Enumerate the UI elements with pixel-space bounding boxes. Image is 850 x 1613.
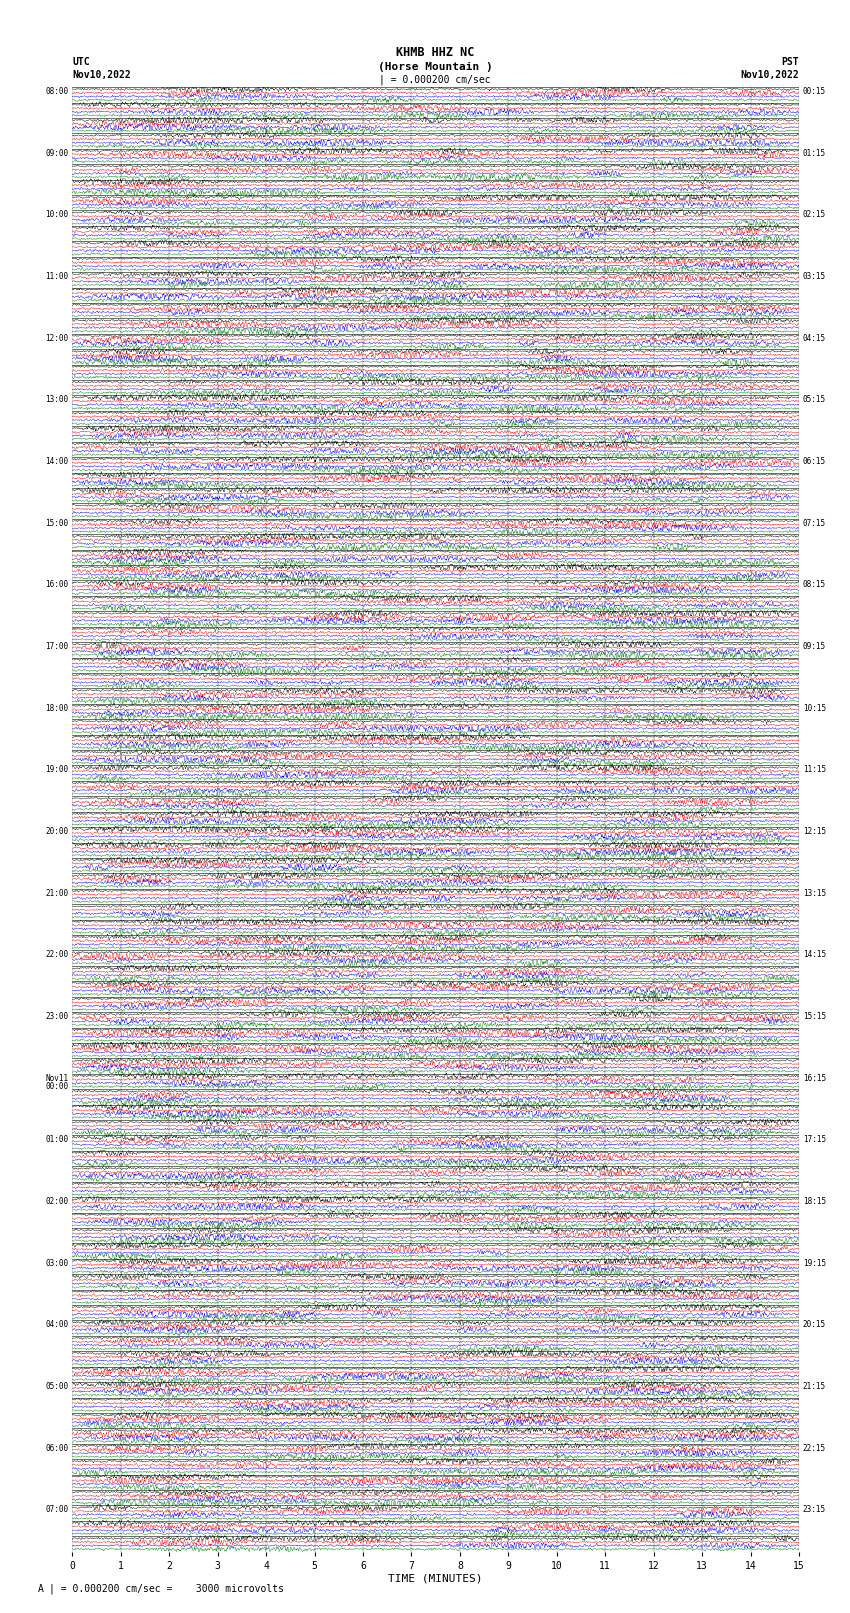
Text: 05:15: 05:15: [802, 395, 825, 405]
Text: 03:15: 03:15: [802, 273, 825, 281]
Text: 22:00: 22:00: [46, 950, 69, 960]
Text: 00:15: 00:15: [802, 87, 825, 97]
Text: 21:00: 21:00: [46, 889, 69, 898]
Text: (Horse Mountain ): (Horse Mountain ): [377, 61, 492, 71]
Text: 20:00: 20:00: [46, 827, 69, 836]
Text: UTC: UTC: [72, 56, 90, 66]
Text: 17:00: 17:00: [46, 642, 69, 652]
Text: 12:15: 12:15: [802, 827, 825, 836]
Text: 09:15: 09:15: [802, 642, 825, 652]
Text: 06:00: 06:00: [46, 1444, 69, 1453]
Text: 07:15: 07:15: [802, 519, 825, 527]
Text: 21:15: 21:15: [802, 1382, 825, 1390]
Text: 01:00: 01:00: [46, 1136, 69, 1145]
Text: 12:00: 12:00: [46, 334, 69, 344]
Text: Nov10,2022: Nov10,2022: [72, 69, 131, 79]
Text: 07:00: 07:00: [46, 1505, 69, 1515]
Text: 10:15: 10:15: [802, 703, 825, 713]
Text: 17:15: 17:15: [802, 1136, 825, 1145]
Text: 02:15: 02:15: [802, 210, 825, 219]
Text: 05:00: 05:00: [46, 1382, 69, 1390]
Text: 06:15: 06:15: [802, 456, 825, 466]
Text: 18:15: 18:15: [802, 1197, 825, 1207]
Text: Nov11
00:00: Nov11 00:00: [46, 1074, 69, 1090]
Text: 03:00: 03:00: [46, 1258, 69, 1268]
Text: 11:15: 11:15: [802, 766, 825, 774]
Text: 14:00: 14:00: [46, 456, 69, 466]
X-axis label: TIME (MINUTES): TIME (MINUTES): [388, 1574, 483, 1584]
Text: 01:15: 01:15: [802, 148, 825, 158]
Text: 08:00: 08:00: [46, 87, 69, 97]
Text: | = 0.000200 cm/sec =    3000 microvolts: | = 0.000200 cm/sec = 3000 microvolts: [49, 1582, 284, 1594]
Text: 23:15: 23:15: [802, 1505, 825, 1515]
Text: 19:00: 19:00: [46, 766, 69, 774]
Text: 14:15: 14:15: [802, 950, 825, 960]
Text: KHMB HHZ NC: KHMB HHZ NC: [396, 45, 474, 58]
Text: 13:15: 13:15: [802, 889, 825, 898]
Text: 11:00: 11:00: [46, 273, 69, 281]
Text: 09:00: 09:00: [46, 148, 69, 158]
Text: 20:15: 20:15: [802, 1321, 825, 1329]
Text: 08:15: 08:15: [802, 581, 825, 589]
Text: PST: PST: [781, 56, 799, 66]
Text: | = 0.000200 cm/sec: | = 0.000200 cm/sec: [379, 74, 491, 84]
Text: 13:00: 13:00: [46, 395, 69, 405]
Text: 16:00: 16:00: [46, 581, 69, 589]
Text: 18:00: 18:00: [46, 703, 69, 713]
Text: 16:15: 16:15: [802, 1074, 825, 1082]
Text: 02:00: 02:00: [46, 1197, 69, 1207]
Text: 19:15: 19:15: [802, 1258, 825, 1268]
Text: A: A: [38, 1584, 44, 1594]
Text: 15:15: 15:15: [802, 1011, 825, 1021]
Text: 10:00: 10:00: [46, 210, 69, 219]
Text: 22:15: 22:15: [802, 1444, 825, 1453]
Text: 15:00: 15:00: [46, 519, 69, 527]
Text: 04:15: 04:15: [802, 334, 825, 344]
Text: Nov10,2022: Nov10,2022: [740, 69, 799, 79]
Text: 04:00: 04:00: [46, 1321, 69, 1329]
Text: 23:00: 23:00: [46, 1011, 69, 1021]
